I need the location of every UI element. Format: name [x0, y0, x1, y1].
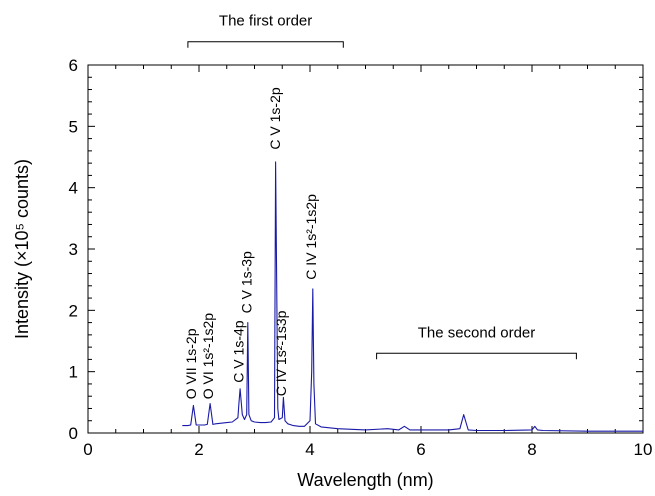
x-tick-label: 6 — [416, 440, 425, 459]
series — [182, 161, 643, 432]
x-tick-label: 0 — [83, 440, 92, 459]
y-axis-title: Intensity (×10⁵ counts) — [12, 159, 32, 339]
order-bracket — [187, 41, 344, 48]
peak-label: C IV 1s²-1s2p — [303, 194, 319, 280]
bracket-label: The second order — [418, 324, 536, 341]
y-tick-label: 6 — [69, 56, 78, 75]
bracket-label: The first order — [219, 13, 312, 30]
order-bracket — [376, 352, 577, 360]
peak-label: O VII 1s-2p — [183, 328, 199, 399]
y-tick-label: 1 — [69, 363, 78, 382]
x-axis-title: Wavelength (nm) — [297, 470, 433, 490]
axes: 0 2 4 6 8 10 0 1 2 3 4 5 6 — [69, 56, 653, 459]
spectrum-line — [182, 161, 643, 432]
y-tick-label: 4 — [69, 179, 78, 198]
x-tick-label: 2 — [194, 440, 203, 459]
y-tick-label: 2 — [69, 301, 78, 320]
peak-label: O VI 1s²-1s2p — [200, 313, 216, 400]
peak-label: C IV 1s²-1s3p — [273, 310, 289, 396]
peak-label: C V 1s-3p — [239, 251, 255, 313]
y-tick-label: 5 — [69, 117, 78, 136]
peak-label: C V 1s-2p — [267, 87, 283, 149]
brackets: The first order The second order — [187, 13, 577, 360]
y-tick-label: 0 — [69, 424, 78, 443]
x-tick-label: 10 — [634, 440, 653, 459]
peak-label: C V 1s-4p — [230, 320, 246, 382]
plot-frame — [87, 64, 644, 434]
x-tick-label: 8 — [527, 440, 536, 459]
y-tick-label: 3 — [69, 240, 78, 259]
annotations: O VII 1s-2p O VI 1s²-1s2p C V 1s-4p C V 1s-… — [183, 87, 319, 399]
x-tick-label: 4 — [305, 440, 314, 459]
